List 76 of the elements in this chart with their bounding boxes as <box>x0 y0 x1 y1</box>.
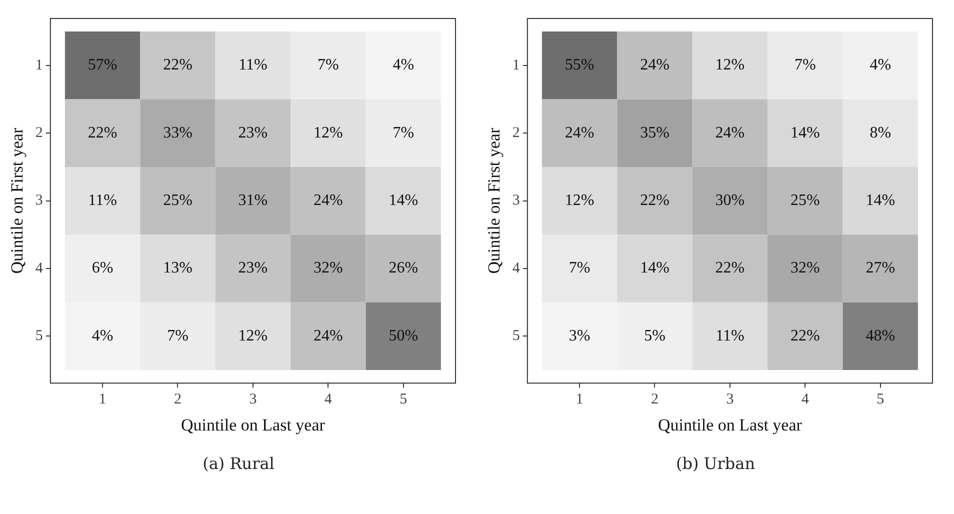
x-axis-title: Quintile on Last year <box>180 415 325 434</box>
y-tick-label: 3 <box>34 192 42 209</box>
y-axis-title: Quintile on First year <box>484 128 504 274</box>
data-label: 4% <box>91 327 113 344</box>
data-label: 22% <box>162 56 192 74</box>
y-tick-label: 5 <box>512 328 520 344</box>
x-axis-title: Quintile on Last year <box>657 415 802 434</box>
data-label: 7% <box>568 260 590 277</box>
data-label: 23% <box>238 260 268 277</box>
data-label: 12% <box>714 56 744 74</box>
data-label: 24% <box>312 327 342 344</box>
data-label: 25% <box>790 192 820 210</box>
data-label: 24% <box>640 56 669 74</box>
x-tick-label: 5 <box>399 392 407 408</box>
data-label: 27% <box>865 260 895 277</box>
data-label: 35% <box>640 124 669 142</box>
data-label: 14% <box>790 124 820 142</box>
data-label: 33% <box>162 124 192 142</box>
y-tick-label: 1 <box>512 57 520 74</box>
x-tick-label: 1 <box>98 392 106 408</box>
data-label: 7% <box>794 56 816 74</box>
data-label: 12% <box>312 124 342 142</box>
data-label: 22% <box>714 260 744 277</box>
data-label: 57% <box>87 56 117 74</box>
y-tick-label: 1 <box>34 57 42 74</box>
data-label: 22% <box>87 124 117 142</box>
data-label: 7% <box>392 124 414 142</box>
y-tick-label: 2 <box>34 125 42 142</box>
data-label: 14% <box>388 192 418 210</box>
data-label: 24% <box>714 124 744 142</box>
data-label: 22% <box>790 327 820 344</box>
data-label: 3% <box>568 327 590 344</box>
data-label: 23% <box>238 124 268 142</box>
text: (a) Rural <box>202 454 274 473</box>
x-tick-label: 1 <box>575 392 583 408</box>
data-label: 32% <box>312 260 342 277</box>
x-tick-label: 3 <box>726 392 734 408</box>
data-label: 24% <box>312 192 342 210</box>
data-label: 25% <box>162 192 192 210</box>
data-label: 11% <box>715 327 744 344</box>
y-tick-label: 4 <box>34 260 43 276</box>
y-tick-label: 5 <box>34 328 42 344</box>
data-label: 6% <box>91 260 113 277</box>
data-label: 50% <box>388 327 418 344</box>
data-label: 7% <box>166 327 188 344</box>
data-label: 55% <box>564 56 594 74</box>
x-tick-label: 4 <box>324 392 332 408</box>
data-label: 24% <box>564 124 594 142</box>
x-tick-label: 3 <box>248 392 256 408</box>
y-tick-label: 4 <box>512 260 520 276</box>
data-label: 4% <box>392 56 414 74</box>
data-label: 32% <box>790 260 820 277</box>
data-label: 11% <box>238 56 267 74</box>
data-label: 4% <box>869 56 891 74</box>
data-label: 11% <box>88 192 116 210</box>
data-label: 48% <box>865 327 895 344</box>
data-label: 30% <box>714 192 744 210</box>
text: (b) Urban <box>676 454 756 473</box>
data-label: 8% <box>869 124 891 142</box>
y-axis-title: Quintile on First year <box>7 128 26 274</box>
data-label: 12% <box>238 327 268 344</box>
x-tick-label: 4 <box>800 392 809 408</box>
data-label: 14% <box>640 260 669 277</box>
data-label: 7% <box>316 56 338 74</box>
y-tick-label: 3 <box>512 192 520 209</box>
y-tick-label: 2 <box>512 125 520 142</box>
data-label: 22% <box>640 192 669 210</box>
data-label: 5% <box>644 327 665 344</box>
x-tick-label: 2 <box>650 392 658 408</box>
data-label: 12% <box>564 192 594 210</box>
x-tick-label: 2 <box>173 392 181 408</box>
data-label: 13% <box>162 260 192 277</box>
data-label: 31% <box>238 192 268 210</box>
data-label: 14% <box>865 192 895 210</box>
data-label: 26% <box>388 260 418 277</box>
x-tick-label: 5 <box>876 392 884 408</box>
